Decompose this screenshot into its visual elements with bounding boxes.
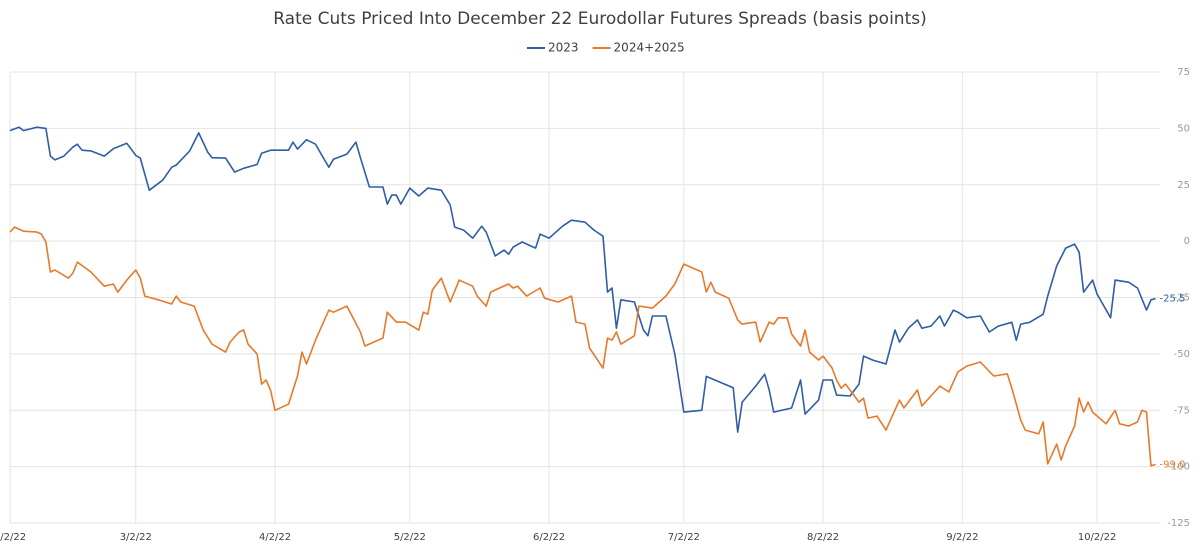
x-tick-label: 6/2/22 [533,532,565,543]
y-tick-label: -100 [1167,462,1190,473]
x-tick-label: 7/2/22 [668,532,700,543]
legend-label: 2024+2025 [614,41,685,55]
x-tick-label: 5/2/22 [394,532,426,543]
y-tick-label: -75 [1174,405,1190,416]
end-value-label: -25.5 [1160,294,1186,305]
x-tick-label: 8/2/22 [807,532,839,543]
end-value-label: -99.0 [1160,459,1186,470]
series-line [9,126,1156,433]
x-tick-label: 4/2/22 [259,532,291,543]
x-tick-label: 10/2/22 [1078,532,1117,543]
y-tick-label: 25 [1177,180,1190,191]
legend-label: 2023 [548,41,579,55]
y-tick-label: -125 [1167,518,1190,529]
x-tick-label: 9/2/22 [946,532,978,543]
y-tick-label: 0 [1184,236,1190,247]
y-tick-label: 50 [1177,123,1190,134]
chart-title: Rate Cuts Priced Into December 22 Eurodo… [273,9,927,29]
x-tick-label: 3/2/22 [120,532,152,543]
y-tick-label: -50 [1174,349,1190,360]
y-tick-label: -25 [1174,293,1190,304]
series-line [9,226,1156,467]
x-tick-label: 2/2/22 [0,532,26,543]
y-tick-label: 75 [1177,67,1190,78]
